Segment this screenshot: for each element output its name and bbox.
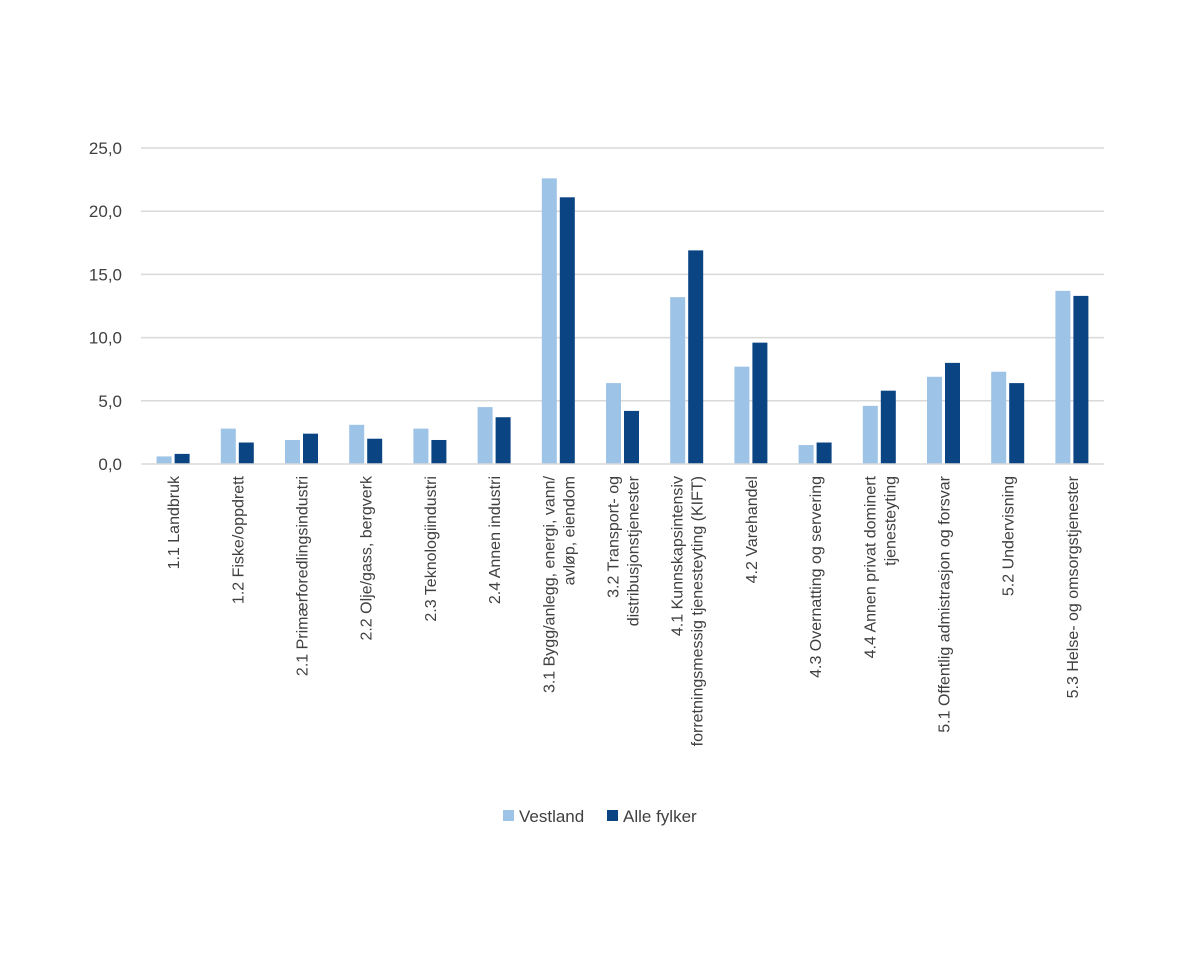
x-category-label: 2.3 Teknologiindustri: [423, 476, 440, 622]
bar-vestland: [798, 445, 814, 464]
legend: Vestland Alle fylker: [503, 807, 697, 826]
bar-vestland: [991, 371, 1007, 464]
x-category-label: 4.1 Kunnskapsintensiv: [670, 476, 687, 636]
x-category-label: 4.4 Annen privat dominert: [862, 475, 879, 658]
y-tick-label: 10,0: [89, 329, 122, 348]
bar-vestland: [285, 439, 300, 464]
x-category-label: 5.3 Helse- og omsorgstjenester: [1065, 475, 1082, 698]
bar-alle-fylker: [431, 439, 447, 464]
gridlines: [141, 147, 1104, 402]
x-category-label: 2.1 Primærforedlingsindustri: [295, 476, 312, 676]
bar-vestland: [862, 405, 878, 464]
legend-swatch: [503, 810, 514, 821]
legend-label: Alle fylker: [623, 807, 697, 826]
bar-alle-fylker: [495, 417, 511, 464]
x-category-label: 2.4 Annen industri: [487, 476, 504, 604]
x-category-label: 5.2 Undervisning: [1001, 476, 1018, 596]
x-category-label: 4.3 Overnatting og servering: [808, 476, 825, 678]
x-category-label: 3.1 Bygg/anlegg, energi, vann/: [541, 475, 558, 693]
x-category-label: tjenesteyting: [882, 476, 899, 566]
bar-vestland: [734, 366, 750, 464]
bar-alle-fylker: [303, 433, 318, 464]
x-axis-category-labels: 1.1 Landbruk 1.2 Fiske/oppdrett 2.1 Primær…: [166, 475, 1082, 746]
x-category-label: 2.2 Olje/gass, bergverk: [359, 475, 376, 641]
bar-alle-fylker: [238, 442, 254, 464]
x-category-label: distribusjonstjenester: [626, 475, 643, 626]
y-axis-tick-labels: 0,0 5,0 10,0 15,0 20,0 25,0: [89, 139, 122, 474]
bar-vestland: [1055, 290, 1071, 464]
x-category-label: 4.2 Varehandel: [744, 476, 761, 583]
bar-vestland: [477, 407, 493, 464]
y-tick-label: 0,0: [98, 455, 122, 474]
bar-alle-fylker: [816, 442, 832, 464]
bar-vestland: [349, 424, 365, 464]
y-tick-label: 20,0: [89, 202, 122, 221]
x-category-label: 1.2 Fiske/oppdrett: [230, 475, 247, 604]
y-tick-label: 15,0: [89, 265, 122, 284]
bar-alle-fylker: [752, 342, 768, 464]
bar-vestland: [927, 376, 942, 464]
bar-vestland: [413, 428, 429, 464]
x-category-label: forretningsmessig tjenesteyting (KIFT): [690, 476, 707, 746]
bar-vestland: [156, 456, 172, 464]
legend-label: Vestland: [519, 807, 584, 826]
bar-vestland: [670, 297, 686, 464]
bar-alle-fylker: [688, 250, 704, 464]
bar-vestland: [541, 178, 557, 464]
bar-alle-fylker: [945, 362, 960, 464]
legend-swatch: [607, 810, 618, 821]
bar-alle-fylker: [1009, 383, 1025, 464]
bar-alle-fylker: [559, 197, 575, 464]
bar-alle-fylker: [174, 453, 190, 464]
x-category-label: 5.1 Offentlig admistrasjon og forsvar: [937, 475, 954, 732]
x-category-label: 1.1 Landbruk: [166, 475, 183, 569]
bar-alle-fylker: [880, 390, 896, 464]
bar-alle-fylker: [1073, 295, 1089, 464]
bars: [156, 178, 1089, 464]
y-tick-label: 25,0: [89, 139, 122, 158]
x-category-label: avløp, eiendom: [561, 476, 578, 585]
bar-alle-fylker: [367, 438, 383, 464]
bar-alle-fylker: [624, 410, 639, 464]
bar-vestland: [606, 383, 621, 464]
x-category-label: 3.2 Transport- og: [606, 476, 623, 598]
y-tick-label: 5,0: [98, 392, 122, 411]
bar-vestland: [220, 428, 236, 464]
